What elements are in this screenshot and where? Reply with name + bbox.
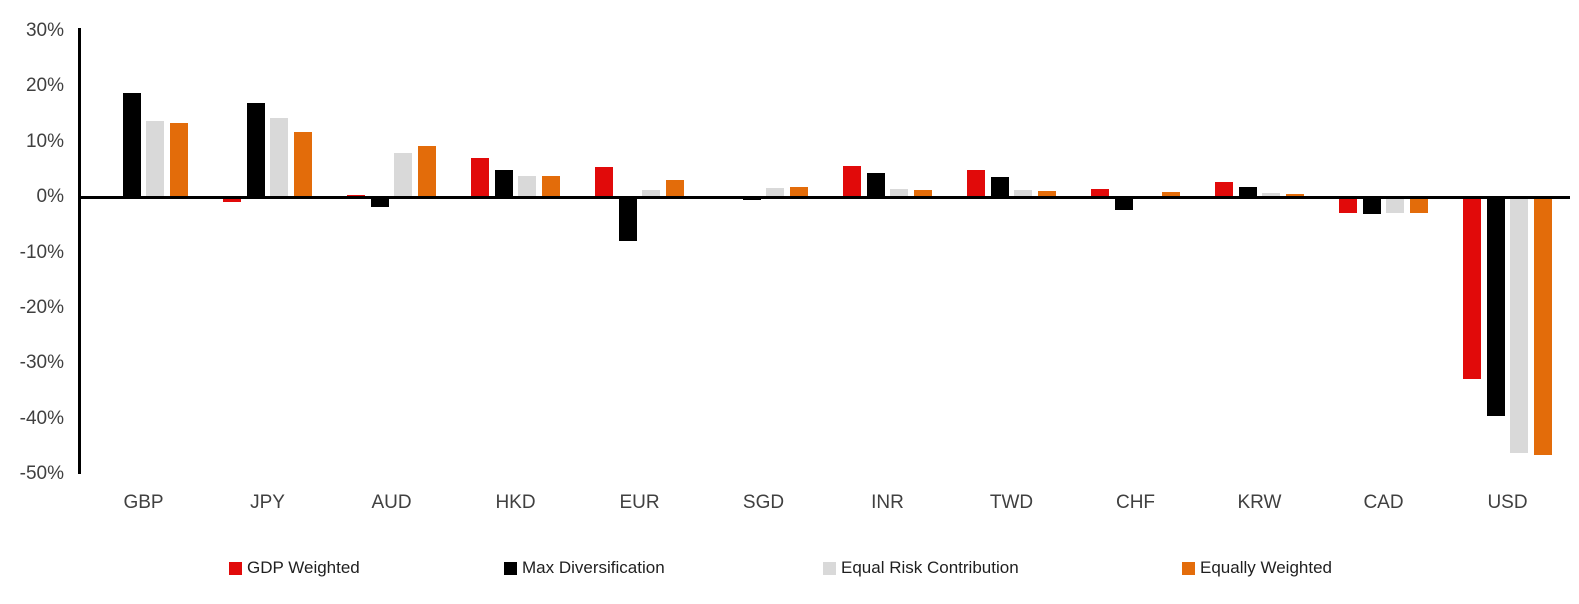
legend-swatch-icon [823, 561, 836, 575]
x-axis-category-label-eur: EUR [619, 492, 660, 513]
bar-gdp-weighted-hkd [471, 157, 490, 198]
bar-max-diversification-eur [618, 197, 637, 242]
y-axis-tick-label: -50% [19, 463, 64, 484]
bar-equal-risk-contribution-aud [394, 152, 413, 198]
bar-equal-risk-contribution-eur [642, 189, 661, 198]
bar-max-diversification-krw [1238, 186, 1257, 198]
x-axis-category-label-hkd: HKD [495, 492, 536, 513]
legend-item-equal-risk-contribution: Equal Risk Contribution [823, 559, 1019, 577]
bar-equally-weighted-chf [1161, 192, 1180, 198]
y-axis-tick-label: 0% [36, 186, 64, 208]
y-axis-tick-label: 10% [25, 130, 64, 152]
bar-gdp-weighted-krw [1215, 182, 1234, 198]
bar-equally-weighted-inr [913, 190, 932, 198]
y-axis-line [78, 28, 81, 474]
bar-max-diversification-twd [990, 176, 1009, 198]
bar-gdp-weighted-jpy [223, 197, 242, 202]
x-axis-category-label-gbp: GBP [123, 492, 164, 513]
bar-max-diversification-jpy [246, 102, 265, 198]
bar-equally-weighted-twd [1037, 191, 1056, 198]
y-axis-tick-label: -30% [19, 352, 64, 374]
bar-max-diversification-chf [1114, 197, 1133, 211]
bar-equal-risk-contribution-twd [1014, 189, 1033, 198]
legend-label: Equally Weighted [1200, 558, 1332, 577]
bar-gdp-weighted-cad [1339, 197, 1358, 214]
bar-equally-weighted-usd [1533, 197, 1552, 456]
legend-label: Max Diversification [522, 558, 665, 577]
y-axis-tick-label: -10% [19, 241, 64, 263]
legend-item-gdp-weighted: GDP Weighted [229, 559, 360, 577]
bar-gdp-weighted-eur [595, 167, 614, 198]
bar-equal-risk-contribution-cad [1386, 197, 1405, 213]
bar-equal-risk-contribution-krw [1262, 193, 1281, 198]
bar-max-diversification-gbp [122, 92, 141, 198]
bar-equal-risk-contribution-usd [1510, 197, 1529, 454]
legend-label: GDP Weighted [247, 558, 360, 577]
bar-equally-weighted-eur [665, 179, 684, 198]
legend-swatch-icon [504, 561, 517, 575]
bar-equal-risk-contribution-inr [890, 188, 909, 198]
bar-equally-weighted-cad [1409, 197, 1428, 214]
bar-max-diversification-aud [370, 197, 389, 208]
bar-gdp-weighted-chf [1091, 188, 1110, 198]
zero-baseline [78, 195, 1570, 199]
bar-max-diversification-cad [1362, 197, 1381, 214]
bar-equally-weighted-hkd [541, 175, 560, 198]
legend-swatch-icon [1182, 561, 1195, 575]
x-axis-category-label-sgd: SGD [742, 492, 785, 513]
bar-equally-weighted-gbp [169, 123, 188, 198]
bar-equal-risk-contribution-gbp [146, 120, 165, 198]
bar-equal-risk-contribution-jpy [270, 118, 289, 198]
bar-gdp-weighted-inr [843, 165, 862, 198]
bar-max-diversification-usd [1486, 197, 1505, 417]
x-axis-category-label-aud: AUD [371, 492, 412, 513]
y-axis-tick-label: 30% [25, 20, 64, 41]
x-axis-category-label-inr: INR [871, 492, 904, 513]
bar-max-diversification-hkd [494, 169, 513, 198]
x-axis-category-label-cad: CAD [1363, 492, 1404, 513]
bar-gdp-weighted-usd [1463, 197, 1482, 379]
legend-swatch-icon [229, 561, 242, 575]
bar-max-diversification-inr [866, 173, 885, 198]
bar-equally-weighted-jpy [293, 131, 312, 198]
bar-equal-risk-contribution-hkd [518, 175, 537, 198]
x-axis-category-label-twd: TWD [989, 492, 1034, 513]
legend-item-max-diversification: Max Diversification [504, 559, 665, 577]
bar-equal-risk-contribution-sgd [766, 188, 785, 198]
y-axis-tick-label: -20% [19, 296, 64, 318]
bar-equally-weighted-sgd [789, 186, 808, 198]
bar-gdp-weighted-twd [967, 169, 986, 198]
bar-equally-weighted-aud [417, 145, 436, 198]
legend-item-equally-weighted: Equally Weighted [1182, 559, 1332, 577]
x-axis-category-label-krw: KRW [1237, 492, 1282, 513]
x-axis-category-label-jpy: JPY [250, 492, 285, 513]
y-axis-tick-label: -40% [19, 407, 64, 429]
x-axis-category-label-usd: USD [1487, 492, 1528, 513]
x-axis-category-label-chf: CHF [1115, 492, 1156, 513]
legend-label: Equal Risk Contribution [841, 558, 1019, 577]
y-axis-tick-label: 20% [25, 75, 64, 97]
